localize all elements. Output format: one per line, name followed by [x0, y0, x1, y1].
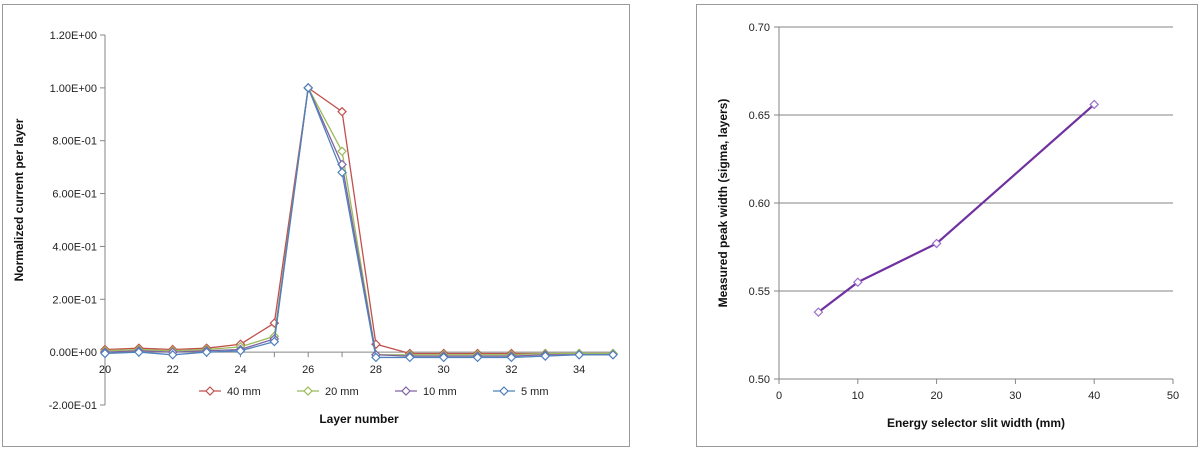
- y-tick-label: 0.60: [749, 198, 770, 210]
- y-tick-label: 6.00E-01: [52, 189, 97, 201]
- x-tick-label: 30: [1009, 390, 1021, 402]
- data-point: [201, 347, 212, 357]
- data-point: [608, 349, 618, 360]
- data-point: [337, 167, 347, 178]
- data-point: [540, 351, 551, 361]
- x-tick-label: 32: [505, 364, 517, 376]
- legend-label: 10 mm: [423, 386, 457, 398]
- data-point: [574, 349, 584, 360]
- legend-label: 5 mm: [521, 386, 549, 398]
- x-axis-title: Energy selector slit width (mm): [887, 416, 1065, 430]
- data-point: [269, 336, 280, 347]
- y-tick-label: 1.20E+00: [50, 30, 97, 42]
- x-tick-label: 10: [852, 390, 864, 402]
- series-line-20mm: [104, 85, 613, 356]
- data-point: [337, 106, 347, 117]
- series-line-10mm: [104, 85, 613, 357]
- data-point: [1089, 99, 1100, 110]
- y-tick-label: 0.50: [749, 374, 770, 386]
- data-point: [438, 352, 449, 363]
- x-tick-label: 30: [438, 364, 450, 376]
- chart-panel-layer-current: -2.00E-01 0.00E+00 2.00E-01 4.00E-01 6.00E-0…: [2, 4, 630, 447]
- x-tick-label: 20: [930, 390, 942, 402]
- y-tick-label: 2.00E-01: [52, 294, 97, 306]
- data-point: [404, 352, 415, 363]
- x-tick-label: 28: [370, 364, 382, 376]
- x-tick-label: 26: [302, 364, 314, 376]
- y-axis-title: Measured peak width (sigma, layers): [716, 99, 730, 308]
- y-tick-label: 0.70: [749, 22, 770, 34]
- x-tick-label: 24: [234, 364, 246, 376]
- y-tick-label: 4.00E-01: [52, 241, 97, 253]
- y-axis-title: Normalized current per layer: [12, 118, 26, 281]
- y-tick-label: 1.00E+00: [50, 83, 97, 95]
- data-point: [303, 83, 314, 93]
- data-point: [852, 277, 863, 288]
- x-tick-label: 20: [99, 364, 111, 376]
- data-point: [506, 352, 517, 363]
- legend-marker: [205, 386, 215, 396]
- y-tick-label: 8.00E-01: [52, 136, 97, 148]
- layer-current-chart: -2.00E-01 0.00E+00 2.00E-01 4.00E-01 6.00E-0…: [12, 30, 618, 426]
- legend-label: 20 mm: [325, 386, 359, 398]
- data-point: [235, 345, 246, 356]
- peak-width-chart: 0.50 0.55 0.60 0.65 0.70 0 10 20 30 40 50 Energy se…: [716, 22, 1179, 430]
- y-tick-label: 0.65: [749, 110, 770, 122]
- data-point: [100, 348, 110, 359]
- x-tick-label: 0: [776, 390, 782, 402]
- chart-panel-peak-width: 0.50 0.55 0.60 0.65 0.70 0 10 20 30 40 50 Energy se…: [696, 4, 1198, 447]
- y-tick-label: -2.00E-01: [49, 400, 97, 412]
- legend-marker: [303, 386, 313, 396]
- x-tick-label: 40: [1088, 390, 1100, 402]
- legend-marker: [401, 386, 411, 396]
- data-point: [167, 349, 178, 360]
- data-point: [337, 146, 347, 157]
- data-point: [931, 238, 942, 249]
- legend-label: 40 mm: [227, 386, 261, 398]
- x-tick-label: 50: [1167, 390, 1179, 402]
- y-tick-label: 0.55: [749, 286, 770, 298]
- legend-marker: [499, 386, 509, 396]
- x-tick-label: 34: [573, 364, 585, 376]
- data-point: [813, 307, 824, 317]
- series-line: [817, 103, 1095, 313]
- series-line-40mm: [104, 86, 613, 355]
- y-tick-label: 0.00E+00: [50, 347, 97, 359]
- x-axis-title: Layer number: [319, 412, 399, 426]
- series-line-5mm: [104, 85, 613, 359]
- data-point: [134, 347, 144, 357]
- x-tick-label: 22: [167, 364, 179, 376]
- data-point: [371, 352, 381, 363]
- data-point: [472, 352, 483, 363]
